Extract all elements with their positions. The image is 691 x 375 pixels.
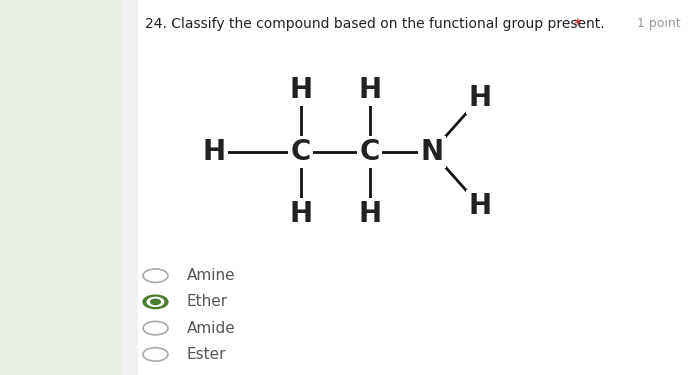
Text: H: H bbox=[289, 76, 312, 104]
Text: 1 point: 1 point bbox=[637, 17, 681, 30]
Text: H: H bbox=[289, 200, 312, 228]
Text: C: C bbox=[359, 138, 380, 166]
Text: Amine: Amine bbox=[187, 268, 235, 283]
Text: H: H bbox=[468, 192, 492, 220]
Text: H: H bbox=[358, 200, 381, 228]
Text: H: H bbox=[358, 76, 381, 104]
Text: N: N bbox=[420, 138, 444, 166]
Circle shape bbox=[147, 297, 164, 306]
Bar bbox=[0, 0, 121, 375]
Text: Amide: Amide bbox=[187, 321, 236, 336]
Bar bbox=[138, 0, 691, 375]
Text: *: * bbox=[570, 17, 581, 31]
Circle shape bbox=[143, 295, 168, 309]
Text: C: C bbox=[290, 138, 311, 166]
Text: Ether: Ether bbox=[187, 294, 228, 309]
Text: H: H bbox=[202, 138, 226, 166]
Text: 24. Classify the compound based on the functional group present.: 24. Classify the compound based on the f… bbox=[145, 17, 605, 31]
Text: H: H bbox=[468, 84, 492, 111]
Text: Ester: Ester bbox=[187, 347, 226, 362]
Circle shape bbox=[151, 299, 160, 304]
